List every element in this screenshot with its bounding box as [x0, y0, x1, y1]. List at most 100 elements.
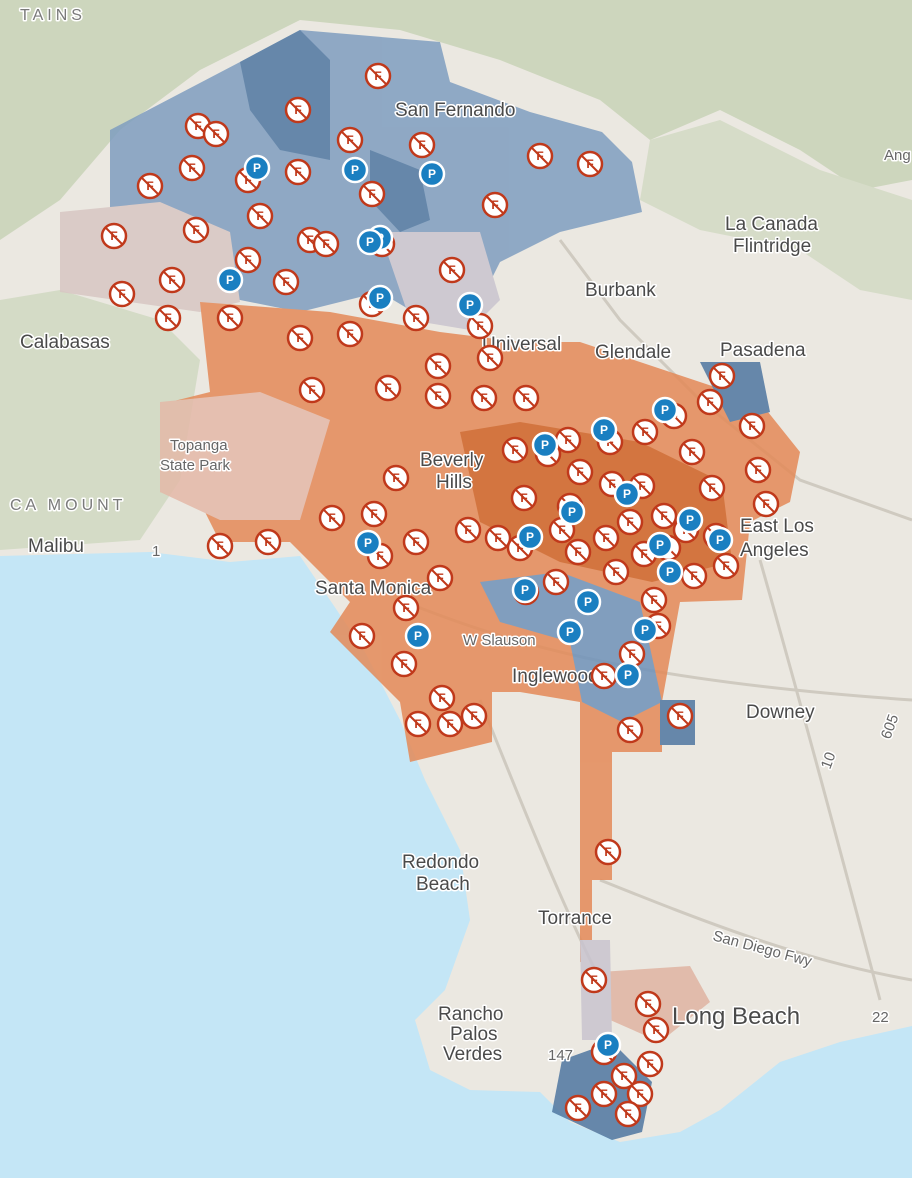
- place-label: CA MOUNT: [10, 497, 126, 514]
- fire-icon: F: [454, 516, 482, 544]
- fire-icon: F: [614, 1100, 642, 1128]
- icon-letter: P: [366, 235, 374, 249]
- icon-slash: [239, 251, 257, 269]
- fire-icon: F: [360, 500, 388, 528]
- icon-slash: [239, 171, 257, 189]
- fire-icon: F: [404, 710, 432, 738]
- icon-circle: [706, 526, 734, 554]
- fire-icon: F: [182, 216, 210, 244]
- fire-icon: F: [566, 458, 594, 486]
- place-label: East Los Angeles: [740, 516, 814, 561]
- region: [370, 150, 430, 232]
- icon-slash: [163, 271, 181, 289]
- fire-icon: F: [744, 456, 772, 484]
- fire-icon: F: [576, 150, 604, 178]
- label-line: Redondo: [402, 852, 479, 873]
- fire-icon: F: [108, 280, 136, 308]
- parking-icon: P: [556, 618, 584, 646]
- fire-icon: F: [364, 62, 392, 90]
- icon-slash: [277, 273, 295, 291]
- icon-letter: P: [600, 423, 608, 437]
- fire-icon: F: [636, 1050, 664, 1078]
- fire-icon: F: [592, 524, 620, 552]
- parking-icon: P: [531, 431, 559, 459]
- icon-slash: [631, 1085, 649, 1103]
- place-label: Santa Monica: [315, 578, 432, 599]
- label-line: Verdes: [443, 1044, 502, 1065]
- icon-slash: [395, 655, 413, 673]
- icon-circle: [651, 396, 679, 424]
- icon-circle: [590, 416, 618, 444]
- icon-letter: P: [364, 536, 372, 550]
- icon-slash: [387, 469, 405, 487]
- icon-slash: [221, 309, 239, 327]
- icon-slash: [471, 317, 489, 335]
- place-label: San Fernando: [395, 100, 515, 121]
- fire-icon: F: [542, 568, 570, 596]
- fire-icon: F: [358, 180, 386, 208]
- parking-icon: P: [651, 396, 679, 424]
- icon-slash: [207, 125, 225, 143]
- icon-slash: [597, 529, 615, 547]
- parking-icon: P: [511, 576, 539, 604]
- fire-icon: F: [402, 304, 430, 332]
- place-label: Burbank: [585, 280, 656, 301]
- icon-slash: [443, 261, 461, 279]
- icon-slash: [757, 495, 775, 513]
- fire-icon: F: [424, 352, 452, 380]
- icon-letter: P: [521, 583, 529, 597]
- place-label: Downey: [746, 702, 815, 723]
- icon-circle: [614, 661, 642, 689]
- place-label: Malibu: [28, 536, 84, 557]
- icon-slash: [645, 591, 663, 609]
- icon-letter: P: [666, 565, 674, 579]
- icon-slash: [633, 477, 651, 495]
- icon-circle: [676, 506, 704, 534]
- place-label: 1: [152, 543, 160, 560]
- icon-slash: [517, 389, 535, 407]
- icon-slash: [407, 309, 425, 327]
- fire-icon: F: [564, 1094, 592, 1122]
- icon-slash: [486, 196, 504, 214]
- fire-icon: F: [284, 158, 312, 186]
- icon-slash: [363, 185, 381, 203]
- icon-slash: [717, 557, 735, 575]
- fire-icon: F: [680, 562, 708, 590]
- icon-letter: P: [661, 403, 669, 417]
- fire-icon: F: [348, 622, 376, 650]
- place-label: 147: [548, 1047, 573, 1064]
- icon-slash: [459, 521, 477, 539]
- icon-slash: [683, 443, 701, 461]
- parking-icon: P: [354, 529, 382, 557]
- icon-slash: [407, 533, 425, 551]
- parking-icon: P: [558, 498, 586, 526]
- icon-slash: [397, 599, 415, 617]
- icon-slash: [317, 235, 335, 253]
- icon-letter: P: [466, 298, 474, 312]
- place-label: Glendale: [595, 342, 671, 363]
- icon-circle: [456, 291, 484, 319]
- fire-icon: F: [626, 1080, 654, 1108]
- icon-slash: [429, 387, 447, 405]
- label-line: Topanga: [170, 437, 228, 454]
- fire-icon: F: [698, 474, 726, 502]
- icon-slash: [569, 1099, 587, 1117]
- parking-icon: P: [631, 616, 659, 644]
- icon-slash: [341, 325, 359, 343]
- fire-icon: F: [428, 684, 456, 712]
- fire-icon: F: [512, 384, 540, 412]
- fire-icon: F: [501, 436, 529, 464]
- icon-circle: [656, 558, 684, 586]
- parking-icon: P: [590, 416, 618, 444]
- icon-slash: [379, 379, 397, 397]
- fire-icon: F: [738, 412, 766, 440]
- place-label: TAINS: [20, 7, 86, 24]
- icon-slash: [159, 309, 177, 327]
- fire-icon: F: [254, 528, 282, 556]
- icon-letter: P: [541, 438, 549, 452]
- label-line: Hills: [436, 472, 472, 493]
- parking-icon: P: [366, 284, 394, 312]
- icon-slash: [441, 715, 459, 733]
- icon-slash: [636, 423, 654, 441]
- label-line: Beach: [416, 874, 470, 895]
